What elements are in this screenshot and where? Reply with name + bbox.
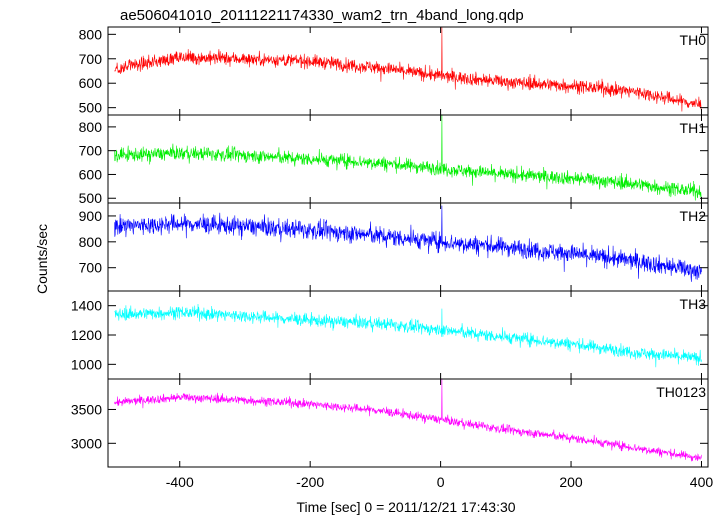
panel-th1: 500 600 700 800 TH1 [79, 114, 709, 206]
x-tick-label: 400 [690, 474, 714, 490]
x-tick-label: -400 [166, 474, 194, 490]
panel-label: TH0123 [656, 384, 706, 400]
y-tick-label: 1200 [71, 327, 102, 343]
series-line-th2 [114, 205, 702, 282]
y-tick-label: 800 [79, 234, 103, 250]
y-tick-label: 500 [79, 100, 103, 116]
y-tick-label: 800 [79, 119, 103, 135]
panel-th3: 1000 1200 1400 TH3 [71, 290, 709, 380]
panel-label: TH1 [680, 120, 707, 136]
y-tick-label: 600 [79, 75, 103, 91]
y-tick-label: 500 [79, 190, 103, 206]
panel-frame [107, 378, 709, 468]
panels: 500 600 700 800 TH0 500 600 700 800 TH1 700 800 900 T… [71, 26, 714, 490]
y-tick-label: 700 [79, 51, 103, 67]
panel-th2: 700 800 900 TH2 [79, 202, 709, 292]
series-line-th3 [114, 303, 702, 368]
panel-label: TH3 [680, 296, 707, 312]
y-tick-label: 700 [79, 260, 103, 276]
series-line-th0 [114, 27, 702, 112]
y-tick-label: 3500 [71, 401, 102, 417]
panel-label: TH0 [680, 32, 707, 48]
panel-frame [107, 114, 709, 204]
y-tick-label: 1400 [71, 298, 102, 314]
y-tick-label: 1000 [71, 356, 102, 372]
panel-th0123: 3000 3500 TH0123 [71, 378, 709, 468]
y-tick-label: 600 [79, 166, 103, 182]
x-tick-label: 200 [559, 474, 583, 490]
series-line-th1 [114, 115, 702, 201]
y-tick-label: 800 [79, 26, 103, 42]
series-line-th0123 [114, 379, 702, 462]
y-tick-label: 3000 [71, 435, 102, 451]
y-tick-label: 700 [79, 143, 103, 159]
chart-title: ae506041010_20111221174330_wam2_trn_4ban… [120, 7, 524, 24]
y-tick-label: 900 [79, 208, 103, 224]
x-tick-label: 0 [437, 474, 445, 490]
x-tick-label: -200 [296, 474, 324, 490]
y-axis-label: Counts/sec [34, 224, 50, 294]
panel-frame [107, 202, 709, 292]
panel-label: TH2 [680, 208, 707, 224]
panel-th0: 500 600 700 800 TH0 [79, 26, 709, 116]
x-axis-label: Time [sec] 0 = 2011/12/21 17:43:30 [296, 499, 515, 515]
